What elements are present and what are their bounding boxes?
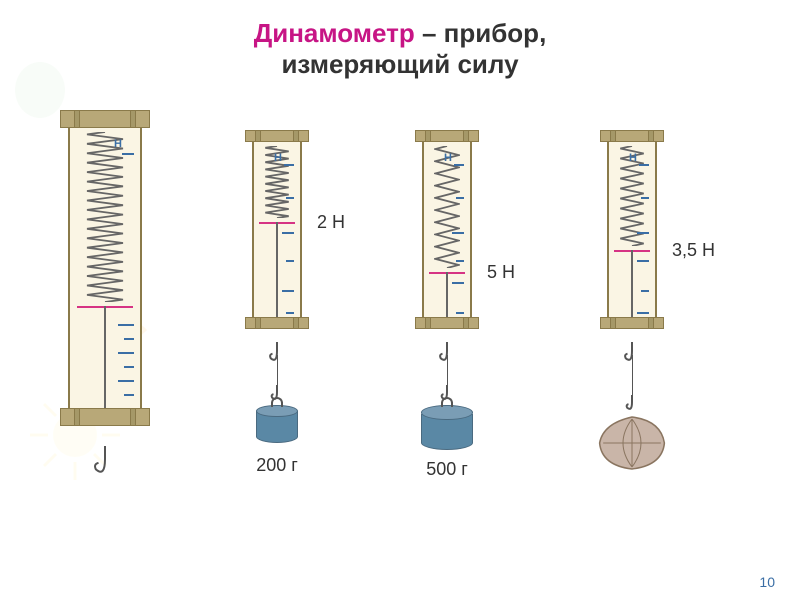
- reading-label: 3,5 Н: [672, 240, 715, 261]
- glass-tube: Н: [68, 128, 142, 408]
- reading-label: 5 Н: [487, 262, 515, 283]
- top-cap: [415, 130, 479, 142]
- weight-assembly: [596, 355, 668, 476]
- weight-assembly: [256, 355, 298, 443]
- scale-tick: [286, 197, 294, 199]
- scale-tick: [124, 366, 134, 368]
- scale-tick: [454, 164, 464, 166]
- scale-tick: [641, 290, 649, 292]
- glass-tube: Н: [252, 142, 302, 317]
- dynamometer-2: Н 5 Н 500 г: [415, 130, 479, 329]
- scale: Н: [274, 152, 294, 307]
- title-rest: – прибор,: [415, 18, 547, 48]
- diagram-area: Н Н 2 Н: [0, 100, 800, 560]
- bottom-cap: [415, 317, 479, 329]
- unit-label: Н: [274, 152, 282, 164]
- bottom-cap: [600, 317, 664, 329]
- weight-label: 200 г: [247, 455, 307, 476]
- dynamometer-1: Н 2 Н 200 г: [245, 130, 309, 329]
- weight-handle: [271, 397, 283, 407]
- hook-icon: [92, 446, 118, 482]
- bottom-cap: [245, 317, 309, 329]
- scale-tick: [637, 260, 649, 262]
- top-cap: [600, 130, 664, 142]
- scale-tick: [639, 164, 649, 166]
- scale-tick: [124, 338, 134, 340]
- title-highlight: Динамометр: [254, 18, 415, 48]
- scale-tick: [118, 324, 134, 326]
- dynamometer-3: Н 3,5 Н: [600, 130, 664, 329]
- cylinder-weight: [421, 405, 473, 451]
- scale-tick: [456, 260, 464, 262]
- scale-tick: [122, 153, 134, 155]
- weight-assembly: [421, 355, 473, 450]
- dynamometer-body: Н: [600, 130, 664, 329]
- scale-tick: [286, 312, 294, 314]
- scale-tick: [286, 260, 294, 262]
- weight-handle: [441, 397, 453, 407]
- spring-rod: [104, 306, 106, 408]
- dynamometer-body: Н: [415, 130, 479, 329]
- scale-tick: [282, 232, 294, 234]
- scale-tick: [637, 232, 649, 234]
- weight-label: 500 г: [417, 459, 477, 480]
- weight-hook-icon: [596, 395, 668, 415]
- cyl-top: [421, 405, 473, 421]
- scale-tick: [118, 352, 134, 354]
- title-line2: измеряющий силу: [281, 49, 518, 79]
- scale-tick: [641, 197, 649, 199]
- scale-tick: [452, 232, 464, 234]
- top-cap: [60, 110, 150, 128]
- string: [277, 355, 278, 385]
- scale: Н: [114, 138, 134, 398]
- scale: Н: [629, 152, 649, 307]
- unit-label: Н: [114, 138, 122, 150]
- string: [632, 355, 633, 395]
- page-title: Динамометр – прибор, измеряющий силу: [0, 0, 800, 80]
- reading-label: 2 Н: [317, 212, 345, 233]
- top-cap: [245, 130, 309, 142]
- scale: Н: [444, 152, 464, 307]
- glass-tube: Н: [607, 142, 657, 317]
- scale-tick: [124, 394, 134, 396]
- potato-weight: [596, 415, 668, 476]
- scale-tick: [284, 164, 294, 166]
- glass-tube: Н: [422, 142, 472, 317]
- scale-tick: [282, 290, 294, 292]
- scale-tick: [637, 312, 649, 314]
- scale-tick: [118, 380, 134, 382]
- cylinder-weight: [256, 405, 298, 444]
- dynamometer-body: Н: [245, 130, 309, 329]
- dynamometer-body: Н: [60, 110, 150, 426]
- unit-label: Н: [444, 152, 452, 164]
- bottom-cap: [60, 408, 150, 426]
- scale-tick: [456, 197, 464, 199]
- unit-label: Н: [629, 152, 637, 164]
- page-number: 10: [759, 574, 775, 590]
- scale-tick: [452, 282, 464, 284]
- string: [447, 355, 448, 385]
- scale-tick: [456, 312, 464, 314]
- dynamometer-0: Н: [60, 110, 150, 426]
